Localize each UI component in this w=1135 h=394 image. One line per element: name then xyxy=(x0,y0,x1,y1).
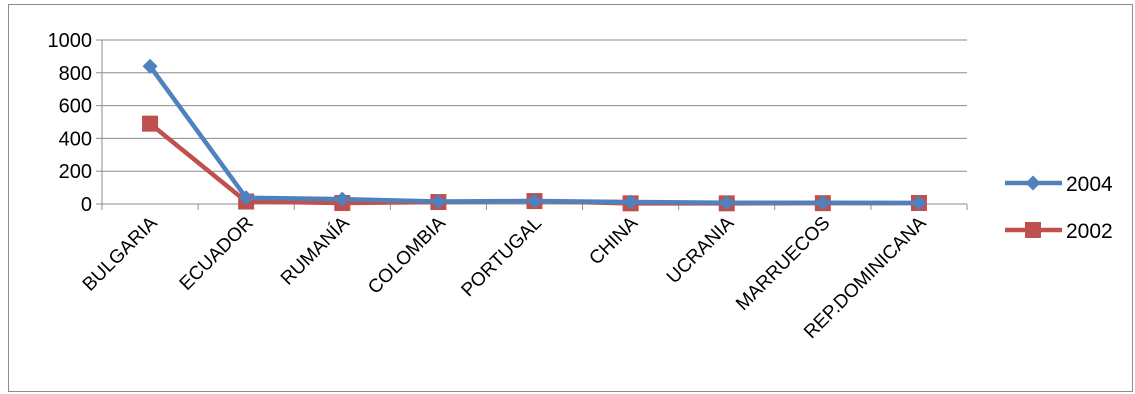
legend-item-2002: 2002 xyxy=(1005,220,1113,243)
y-tick-label: 600 xyxy=(59,96,92,118)
legend-label: 2004 xyxy=(1066,173,1113,196)
data-point-2004 xyxy=(527,193,542,209)
series-2004 xyxy=(142,58,927,211)
gridlines xyxy=(102,39,967,172)
y-tick-label: 0 xyxy=(81,194,92,216)
y-tick-label: 800 xyxy=(59,63,92,85)
data-point-2004 xyxy=(334,191,350,207)
x-tick-label: COLOMBIA xyxy=(364,212,450,298)
x-tick-label: RUMANÍA xyxy=(277,212,354,289)
data-point-2004 xyxy=(815,195,831,211)
chart-frame xyxy=(8,4,1133,392)
x-tick-label: UCRANIA xyxy=(663,212,739,288)
legend-marker xyxy=(1025,222,1041,238)
legend-marker xyxy=(1025,175,1041,191)
y-tick-label: 400 xyxy=(59,128,92,150)
y-tick-label: 200 xyxy=(59,161,92,183)
y-tick-labels: 0 200 400 600 800 1000 xyxy=(48,30,93,216)
legend-label: 2002 xyxy=(1066,220,1113,243)
series-line-2002 xyxy=(148,121,919,206)
data-point-2004 xyxy=(719,195,735,211)
data-point-2004 xyxy=(430,194,446,210)
y-tick-label: 1000 xyxy=(48,30,93,52)
data-point-2004 xyxy=(238,190,254,206)
series xyxy=(142,58,927,212)
legend-item-2004: 2004 xyxy=(1005,173,1113,196)
x-tick-labels: BULGARIA ECUADOR RUMANÍA COLOMBIA PORTUGAL CH… xyxy=(79,212,931,343)
data-point-2004 xyxy=(911,195,927,211)
data-point-2002 xyxy=(142,115,159,132)
data-point-2004 xyxy=(623,194,639,210)
x-tick-label: MARRUECOS xyxy=(732,213,834,315)
data-point-2004 xyxy=(142,58,158,74)
x-tick-label: ECUADOR xyxy=(176,213,258,295)
series-line-2004 xyxy=(148,64,919,206)
x-tick-label: CHINA xyxy=(585,212,642,269)
legend: 2004 2002 xyxy=(1005,173,1113,243)
x-tick-label: BULGARIA xyxy=(79,212,162,295)
x-tick-label: PORTUGAL xyxy=(458,213,547,302)
